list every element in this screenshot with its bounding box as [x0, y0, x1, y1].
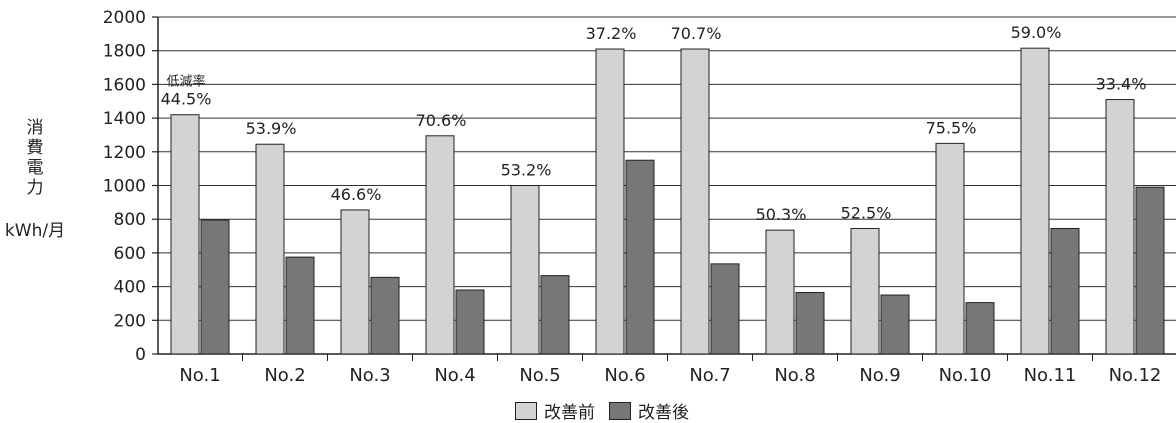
bar-before — [340, 209, 370, 355]
bar-after — [710, 263, 740, 355]
bar-before — [765, 229, 795, 355]
bar-before — [1020, 47, 1050, 355]
reduction-label: 59.0% — [1011, 23, 1062, 42]
y-tick-label: 400 — [114, 278, 146, 298]
reduction-label: 53.9% — [246, 119, 297, 138]
reduction-label: 44.5% — [161, 90, 212, 109]
y-tick-label: 600 — [114, 244, 146, 264]
bar-before — [1105, 99, 1135, 355]
x-tick-label: No.5 — [519, 365, 560, 386]
x-tick-label: No.8 — [774, 365, 815, 386]
x-tick-label: No.10 — [939, 365, 992, 386]
bar-after — [540, 275, 570, 355]
x-tick-label: No.11 — [1024, 365, 1077, 386]
y-axis-unit: kWh/月 — [4, 221, 66, 241]
reduction-label: 50.3% — [756, 205, 807, 224]
y-axis-label: 消費電力 kWh/月 — [0, 118, 70, 241]
reduction-prefix-label: 低減率 — [166, 74, 205, 90]
bar-before — [850, 227, 880, 355]
reduction-label: 75.5% — [926, 118, 977, 137]
reduction-label: 33.4% — [1096, 75, 1147, 94]
y-axis-title-char: 電 — [26, 158, 44, 178]
y-tick-label: 1000 — [103, 177, 146, 197]
bar-after — [1135, 186, 1165, 355]
bar-after — [625, 159, 655, 355]
x-tick-label: No.1 — [179, 365, 220, 386]
x-tick-label: No.6 — [604, 365, 645, 386]
legend-label-after: 改善後 — [638, 403, 689, 423]
bar-before — [595, 48, 625, 355]
bar-after — [200, 219, 230, 355]
bar-before — [680, 48, 710, 355]
reduction-label: 53.2% — [501, 161, 552, 180]
bar-before — [510, 185, 540, 355]
bar-before — [935, 142, 965, 355]
bar-after — [285, 256, 315, 355]
y-tick-label: 1200 — [103, 143, 146, 163]
y-tick-label: 2000 — [103, 8, 146, 28]
legend-label-before: 改善前 — [544, 403, 595, 423]
legend-swatch-before — [515, 401, 537, 420]
reduction-label: 70.7% — [671, 24, 722, 43]
y-tick-label: 0 — [135, 345, 146, 365]
bar-before — [425, 135, 455, 355]
y-tick-label: 1400 — [103, 109, 146, 129]
legend: 改善前 改善後 — [515, 398, 703, 423]
x-tick-label: No.7 — [689, 365, 730, 386]
x-tick-label: No.4 — [434, 365, 475, 386]
bar-after — [880, 294, 910, 355]
bar-before — [170, 114, 200, 355]
y-axis-title-char: 消 — [26, 118, 44, 138]
bar-after — [795, 291, 825, 355]
y-tick-label: 1600 — [103, 75, 146, 95]
reduction-label: 46.6% — [331, 185, 382, 204]
legend-item-before: 改善前 — [515, 398, 595, 423]
x-tick-label: No.9 — [859, 365, 900, 386]
legend-swatch-after — [609, 401, 631, 420]
bar-after — [455, 289, 485, 355]
reduction-label: 70.6% — [416, 111, 467, 130]
y-axis-title-char: 力 — [26, 178, 44, 198]
y-tick-label: 800 — [114, 210, 146, 230]
y-tick-label: 1800 — [103, 42, 146, 62]
y-tick-label: 200 — [114, 311, 146, 331]
y-axis-title-char: 費 — [26, 138, 44, 158]
x-tick-label: No.3 — [349, 365, 390, 386]
reduction-label: 52.5% — [841, 203, 892, 222]
x-tick-label: No.2 — [264, 365, 305, 386]
legend-item-after: 改善後 — [609, 398, 689, 423]
x-tick-label: No.12 — [1109, 365, 1162, 386]
bar-after — [1050, 227, 1080, 355]
reduction-label: 37.2% — [586, 24, 637, 43]
bar-before — [255, 143, 285, 355]
bar-after — [965, 302, 995, 355]
y-axis-title: 消費電力 — [0, 118, 70, 198]
bar-after — [370, 276, 400, 355]
